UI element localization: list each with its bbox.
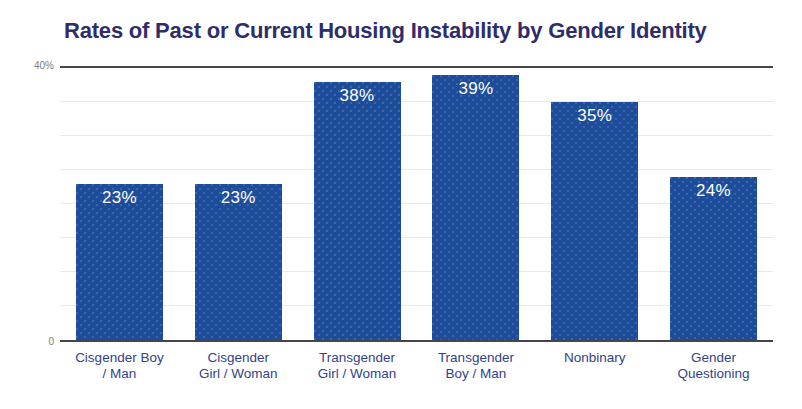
y-axis-tick-40: 40% — [20, 60, 54, 71]
category-labels-row: Cisgender Boy/ ManCisgenderGirl / WomanT… — [60, 350, 773, 382]
bars-row: 23% 23% 38% 39% 35% 24% — [60, 68, 773, 340]
bar-band: 39% — [416, 68, 535, 340]
y-axis-tick-0: 0 — [20, 336, 54, 347]
bar-band: 23% — [179, 68, 298, 340]
category-label-5: Nonbinary — [535, 350, 654, 382]
category-label-3: TransgenderGirl / Woman — [298, 350, 417, 382]
bar-band: 24% — [654, 68, 773, 340]
category-label-2: CisgenderGirl / Woman — [179, 350, 298, 382]
bar-value-label: 38% — [340, 86, 375, 340]
bar-value-label: 23% — [102, 188, 137, 340]
bar-band: 38% — [298, 68, 417, 340]
bar-value-label: 39% — [458, 79, 493, 340]
bar-6: 24% — [670, 177, 757, 340]
bar-3: 38% — [314, 82, 401, 340]
bar-5: 35% — [551, 102, 638, 340]
bar-band: 23% — [60, 68, 179, 340]
bar-value-label: 24% — [696, 181, 731, 340]
bar-band: 35% — [535, 68, 654, 340]
bar-value-label: 35% — [577, 106, 612, 340]
bar-value-label: 23% — [221, 188, 256, 340]
category-label-6: GenderQuestioning — [654, 350, 773, 382]
category-label-4: TransgenderBoy / Man — [416, 350, 535, 382]
bar-1: 23% — [76, 184, 163, 340]
plot-area: 23% 23% 38% 39% 35% 24% — [60, 66, 773, 342]
chart-title: Rates of Past or Current Housing Instabi… — [64, 18, 764, 44]
bar-2: 23% — [195, 184, 282, 340]
category-label-1: Cisgender Boy/ Man — [60, 350, 179, 382]
bar-4: 39% — [432, 75, 519, 340]
